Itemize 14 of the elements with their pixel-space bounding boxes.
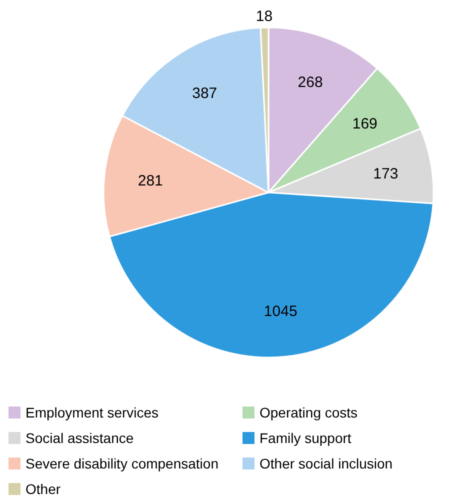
data-label: 1045 [264, 303, 298, 320]
data-label: 169 [352, 116, 378, 133]
legend-label: Severe disability compensation [26, 456, 218, 472]
data-label: 173 [373, 165, 398, 182]
legend-label: Employment services [26, 404, 159, 420]
legend-label: Family support [260, 430, 352, 446]
legend-label: Operating costs [260, 404, 358, 420]
legend-label: Social assistance [26, 430, 134, 446]
data-label: 18 [256, 8, 273, 26]
data-label: 268 [298, 74, 323, 91]
legend-label: Other [26, 481, 61, 497]
legend-label: Other social inclusion [260, 456, 393, 472]
data-label: 387 [192, 84, 218, 102]
data-label: 281 [138, 172, 163, 190]
